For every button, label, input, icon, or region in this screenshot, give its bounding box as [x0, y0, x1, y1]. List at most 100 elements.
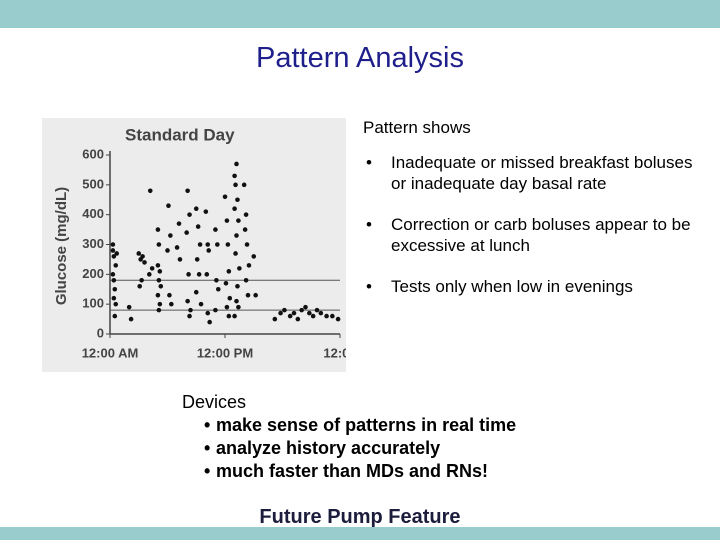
data-point — [236, 218, 241, 223]
data-point — [176, 221, 182, 226]
data-point — [226, 313, 232, 319]
footer-text: Future Pump Feature — [259, 506, 461, 528]
data-point — [110, 248, 116, 253]
data-point — [126, 304, 132, 310]
data-point — [193, 206, 199, 211]
data-point — [203, 209, 209, 214]
y-tick-label: 300 — [82, 236, 104, 251]
data-point — [224, 304, 230, 310]
chart-title: Standard Day — [125, 125, 235, 144]
data-point — [272, 316, 278, 322]
data-point — [282, 307, 287, 313]
devices-heading: Devices — [182, 392, 247, 412]
data-point — [196, 272, 202, 277]
pattern-bullet: Tests only when low in evenings — [366, 276, 703, 297]
data-point — [245, 292, 251, 298]
data-point — [310, 313, 316, 319]
x-tick-label: 12:00 AM — [82, 345, 139, 360]
data-point — [242, 227, 248, 232]
data-point — [307, 310, 312, 316]
data-point — [253, 292, 258, 298]
data-point — [207, 319, 212, 325]
pattern-bullet: Inadequate or missed breakfast boluses o… — [366, 152, 703, 194]
device-item: make sense of patterns in real time — [204, 414, 516, 437]
data-point — [215, 242, 220, 247]
device-item: analyze history accurately — [204, 437, 516, 460]
slide-title: Pattern Analysis — [256, 42, 464, 74]
data-point — [222, 194, 228, 200]
data-point — [243, 278, 249, 283]
data-point — [335, 316, 341, 322]
data-point — [205, 242, 211, 247]
x-tick-label: 12:00 PM — [197, 345, 253, 360]
data-point — [167, 292, 172, 298]
data-point — [204, 272, 210, 277]
data-point — [194, 257, 200, 262]
data-point — [128, 316, 134, 322]
y-tick-label: 0 — [97, 325, 104, 340]
data-point — [213, 227, 218, 232]
data-point — [158, 283, 164, 289]
data-point — [224, 218, 230, 223]
data-point — [324, 313, 329, 319]
x-tick-label: 12:00 — [323, 345, 346, 360]
data-point — [195, 224, 201, 229]
data-point — [188, 307, 193, 313]
data-point — [232, 313, 237, 319]
data-point — [155, 292, 161, 298]
data-point — [205, 310, 211, 316]
data-point — [156, 278, 162, 283]
data-point — [169, 301, 174, 307]
data-point — [234, 233, 239, 238]
data-point — [193, 289, 199, 295]
data-point — [241, 182, 247, 188]
data-point — [236, 304, 241, 310]
data-point — [149, 266, 155, 271]
data-point — [147, 188, 153, 194]
data-point — [112, 286, 118, 292]
data-point — [136, 251, 142, 256]
y-tick-label: 100 — [82, 296, 104, 311]
data-point — [303, 304, 308, 310]
data-point — [295, 316, 301, 322]
data-point — [299, 307, 304, 313]
data-point — [278, 310, 283, 316]
data-point — [187, 313, 192, 319]
data-point — [156, 307, 162, 313]
data-point — [233, 251, 238, 256]
data-point — [330, 313, 335, 319]
data-point — [318, 310, 324, 316]
data-point — [111, 278, 117, 283]
data-point — [111, 254, 117, 259]
data-point — [226, 269, 232, 274]
data-point — [112, 313, 118, 319]
devices-section: Devices make sense of patterns in real t… — [182, 391, 516, 483]
devices-list: make sense of patterns in real timeanaly… — [182, 414, 516, 483]
pattern-heading: Pattern shows — [363, 118, 471, 137]
y-tick-label: 200 — [82, 266, 104, 281]
data-point — [243, 212, 249, 217]
chart: Standard Day Glucose (mg/dL) 0 100 200 300 4… — [53, 125, 357, 360]
device-item: much faster than MDs and RNs! — [204, 460, 516, 483]
data-point — [184, 230, 189, 235]
pattern-section: Pattern shows Inadequate or missed break… — [363, 118, 703, 317]
data-point — [113, 263, 119, 268]
data-point — [157, 301, 163, 307]
data-point — [198, 301, 204, 307]
data-point — [251, 254, 257, 259]
data-point — [114, 251, 120, 256]
data-point — [214, 278, 219, 283]
data-point — [185, 188, 190, 194]
data-point — [142, 260, 147, 265]
data-point — [287, 313, 293, 319]
data-point — [213, 307, 218, 313]
pattern-bullet: Correction or carb boluses appear to be … — [366, 214, 703, 256]
chart-image: Standard Day Glucose (mg/dL) 0 100 200 300 4… — [42, 118, 357, 372]
data-point — [235, 283, 240, 289]
data-point — [197, 242, 203, 247]
data-point — [156, 242, 162, 247]
data-point — [227, 295, 233, 301]
data-point — [166, 203, 171, 209]
data-point — [110, 272, 116, 277]
